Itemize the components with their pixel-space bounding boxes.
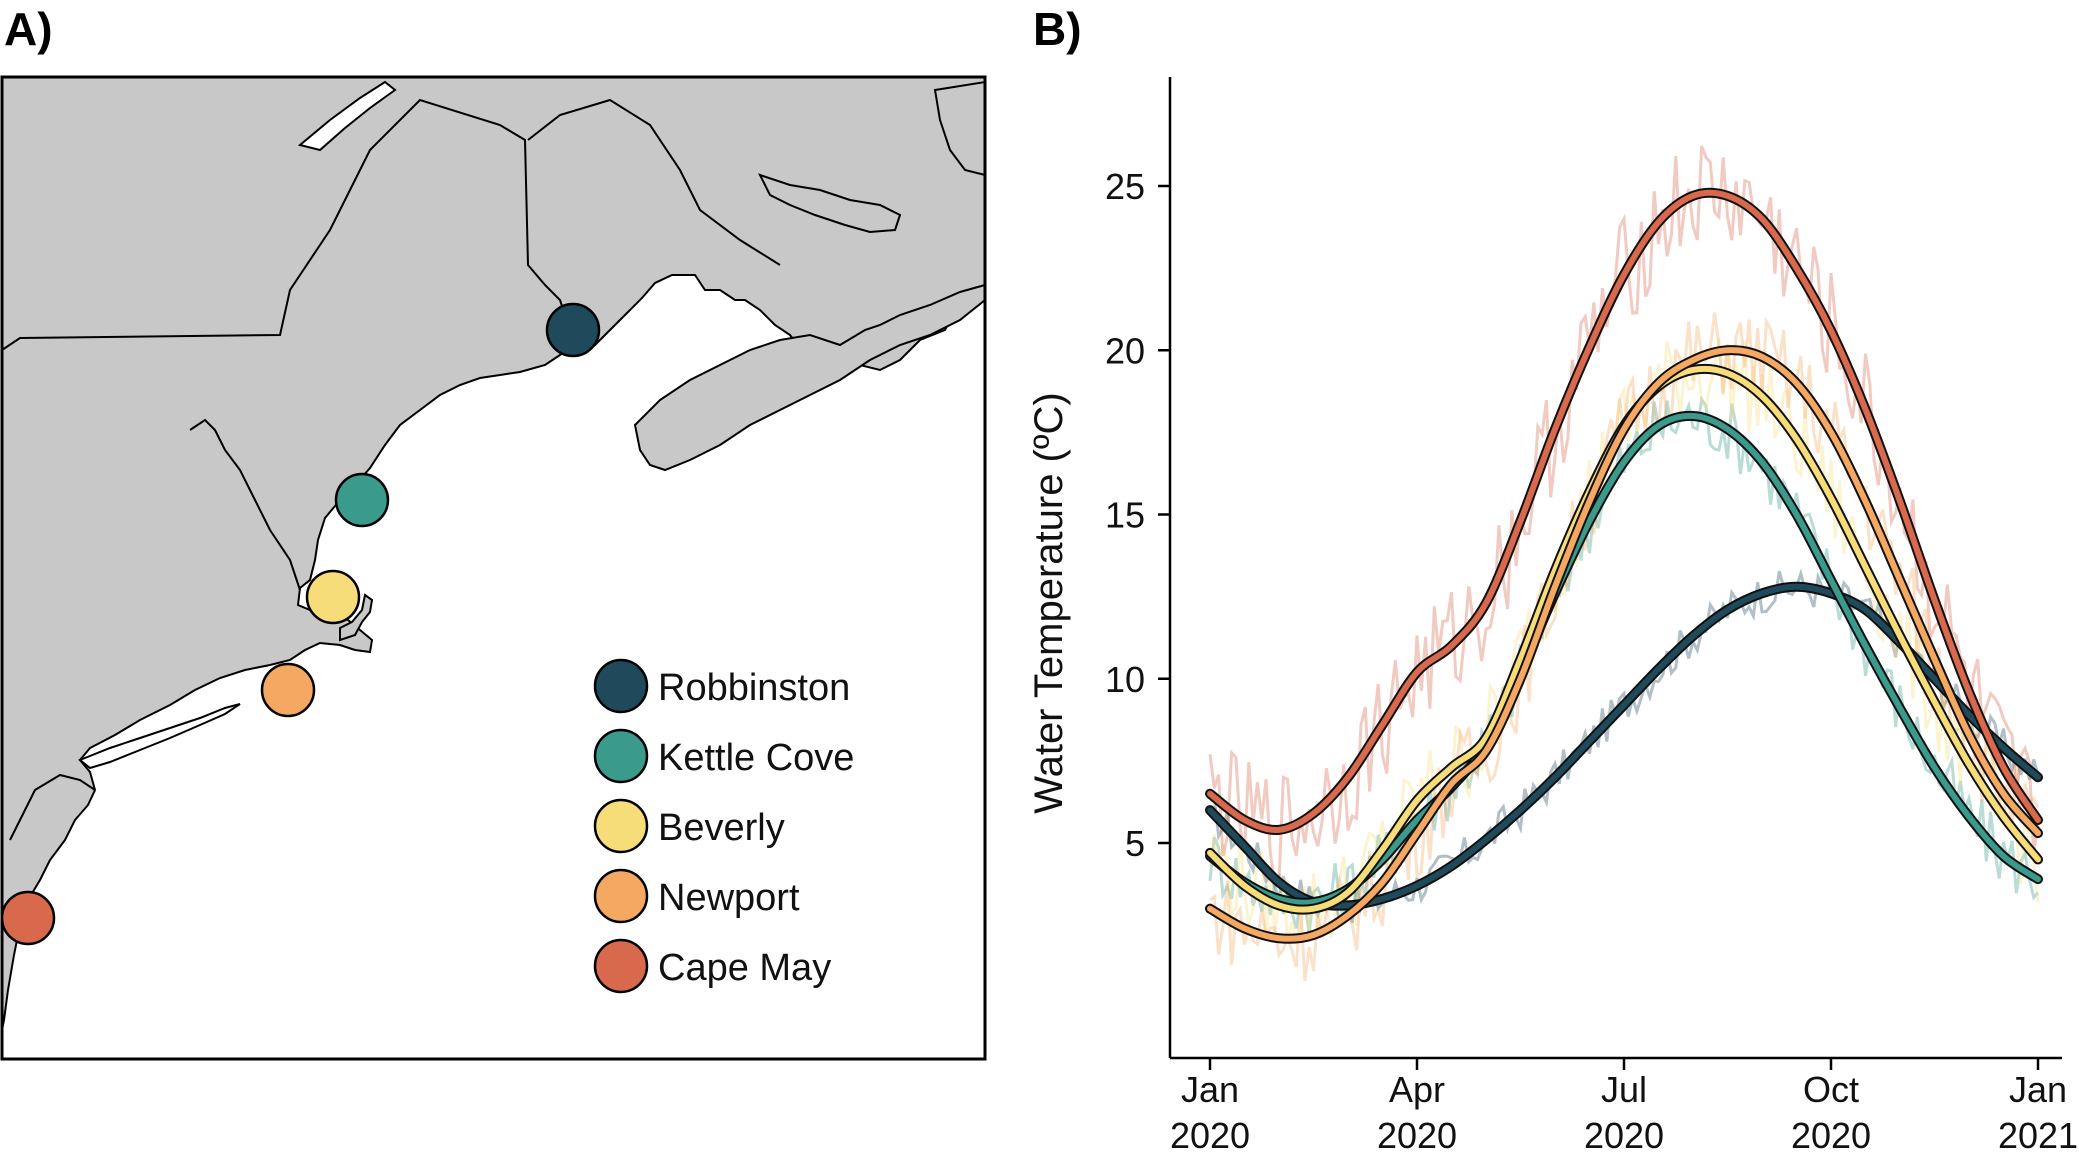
- map-border-ny: [189, 418, 301, 591]
- map-border-new-brunswick: [527, 98, 781, 266]
- map-long-island: [78, 703, 241, 770]
- series-outline-newport: [1205, 345, 2043, 944]
- site-marker-cape-may: [0, 890, 56, 946]
- x-tick-label: 2020: [1170, 1115, 1250, 1156]
- legend-label: Newport: [658, 877, 800, 919]
- x-tick-label: 2021: [1998, 1115, 2078, 1156]
- site-marker-beverly: [305, 569, 361, 625]
- y-axis-label: Water Temperature (ºC): [1027, 392, 1071, 813]
- site-marker-robbinston: [545, 302, 601, 358]
- x-tick-label: Oct: [1803, 1069, 1859, 1110]
- raw-series-kettle-cove: [1208, 395, 2040, 934]
- map-border-canada-us: [1, 98, 571, 351]
- panel-b-label: B): [1033, 3, 1082, 55]
- map-border-nj: [9, 773, 96, 841]
- legend-swatch: [593, 728, 649, 784]
- map-legend: Robbinston Kettle Cove Beverly Newport Cape …: [593, 658, 854, 994]
- series-line-newport: [1207, 347, 2041, 942]
- y-tick-label: 20: [1105, 330, 1145, 371]
- y-tick-label: 15: [1105, 495, 1145, 536]
- legend-label: Robbinston: [658, 667, 850, 709]
- x-tick-label: 2020: [1377, 1115, 1457, 1156]
- x-tick-label: Jan: [1181, 1069, 1239, 1110]
- map-pei: [758, 173, 902, 234]
- map-cape-cod: [339, 593, 374, 642]
- y-tick-label: 10: [1105, 659, 1145, 700]
- x-tick-label: Jul: [1601, 1069, 1647, 1110]
- legend-label: Beverly: [658, 807, 785, 849]
- map-frame: [0, 75, 987, 1061]
- x-tick-label: Apr: [1389, 1069, 1445, 1110]
- series-line-cape-may: [1207, 189, 2041, 833]
- site-marker-kettle-cove: [334, 472, 390, 528]
- legend-label: Cape May: [658, 947, 831, 989]
- x-tick-label: 2020: [1791, 1115, 1871, 1156]
- legend-swatch: [593, 798, 649, 854]
- x-tick-label: Jan: [2009, 1069, 2067, 1110]
- map-st-lawrence: [297, 80, 397, 152]
- x-tick-label: 2020: [1584, 1115, 1664, 1156]
- panel-a-label: A): [4, 3, 53, 55]
- raw-series-cape-may: [1208, 145, 2040, 885]
- y-tick-label: 5: [1125, 823, 1145, 864]
- legend-swatch: [593, 868, 649, 924]
- legend-swatch: [593, 938, 649, 994]
- legend-swatch: [593, 658, 649, 714]
- site-marker-newport: [260, 662, 316, 718]
- legend-label: Kettle Cove: [658, 737, 854, 779]
- y-tick-label: 25: [1105, 166, 1145, 207]
